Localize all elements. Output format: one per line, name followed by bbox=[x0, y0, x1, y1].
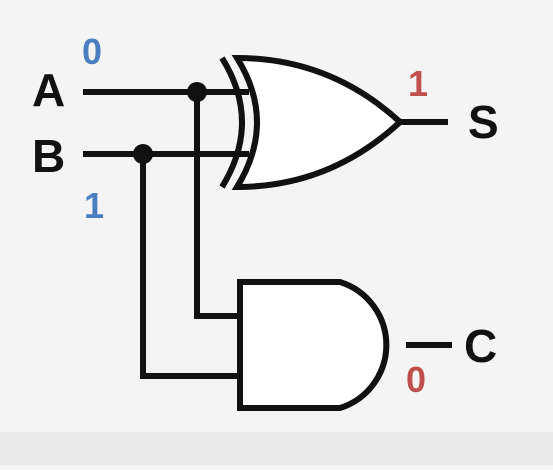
xor-gate bbox=[219, 54, 405, 191]
junction-dot-a bbox=[187, 82, 207, 102]
input-label-b: B bbox=[32, 130, 65, 182]
output-value-s: 1 bbox=[408, 63, 428, 104]
junction-dot-b bbox=[133, 144, 153, 164]
output-label-s: S bbox=[468, 96, 499, 148]
wire-b-to-and bbox=[140, 154, 240, 379]
input-value-a: 0 bbox=[82, 31, 102, 72]
input-label-a: A bbox=[32, 64, 65, 116]
bottom-strip bbox=[0, 432, 553, 465]
output-label-c: C bbox=[464, 320, 497, 372]
xor-extra-input-curve bbox=[219, 56, 245, 189]
and-gate bbox=[237, 279, 390, 411]
wire-a-to-and bbox=[194, 92, 240, 319]
wires bbox=[83, 89, 452, 379]
input-value-b: 1 bbox=[84, 185, 104, 226]
xor-gate-body bbox=[231, 54, 405, 191]
output-value-c: 0 bbox=[406, 359, 426, 400]
and-gate-body bbox=[237, 279, 390, 411]
